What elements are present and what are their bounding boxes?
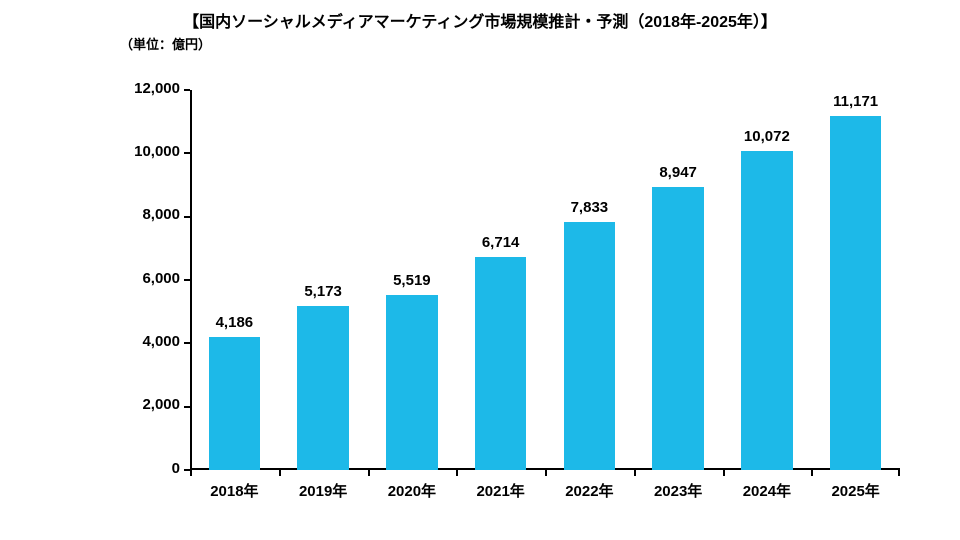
bar <box>297 306 348 470</box>
x-tick-mark <box>811 470 813 476</box>
x-tick-mark <box>723 470 725 476</box>
bar <box>564 222 615 470</box>
bar-value-label: 11,171 <box>811 93 900 110</box>
bar-value-label: 10,072 <box>723 128 812 145</box>
chart-subtitle: （単位：億円） <box>120 34 211 53</box>
x-tick-label: 2019年 <box>279 480 368 501</box>
plot-area: 02,0004,0006,0008,00010,00012,0002018年4,… <box>190 90 900 470</box>
x-tick-label: 2018年 <box>190 480 279 501</box>
bar-value-label: 5,519 <box>368 272 457 289</box>
bar-chart: 【国内ソーシャルメディアマーケティング市場規模推計・予測（2018年-2025年… <box>0 0 960 540</box>
bar <box>386 295 437 470</box>
chart-title: 【国内ソーシャルメディアマーケティング市場規模推計・予測（2018年-2025年… <box>0 8 960 32</box>
x-tick-label: 2020年 <box>368 480 457 501</box>
bar <box>741 151 792 470</box>
x-tick-mark <box>545 470 547 476</box>
x-tick-label: 2025年 <box>811 480 900 501</box>
bar <box>209 337 260 470</box>
bar-value-label: 8,947 <box>634 164 723 181</box>
y-tick-mark <box>184 152 190 154</box>
bar-value-label: 5,173 <box>279 283 368 300</box>
y-axis-line <box>190 90 192 470</box>
bar <box>475 257 526 470</box>
x-tick-label: 2023年 <box>634 480 723 501</box>
x-tick-mark <box>634 470 636 476</box>
bar-value-label: 6,714 <box>456 234 545 251</box>
bar-value-label: 7,833 <box>545 199 634 216</box>
y-tick-label: 12,000 <box>110 80 180 97</box>
x-tick-mark <box>898 470 900 476</box>
y-tick-mark <box>184 342 190 344</box>
y-tick-mark <box>184 216 190 218</box>
y-tick-mark <box>184 406 190 408</box>
y-tick-label: 0 <box>110 460 180 477</box>
x-tick-mark <box>368 470 370 476</box>
x-tick-label: 2024年 <box>723 480 812 501</box>
x-tick-mark <box>190 470 192 476</box>
y-tick-label: 2,000 <box>110 396 180 413</box>
x-tick-mark <box>456 470 458 476</box>
y-tick-mark <box>184 89 190 91</box>
x-tick-label: 2021年 <box>456 480 545 501</box>
bar <box>652 187 703 470</box>
y-tick-label: 4,000 <box>110 333 180 350</box>
y-tick-label: 6,000 <box>110 270 180 287</box>
y-tick-label: 8,000 <box>110 206 180 223</box>
bar-value-label: 4,186 <box>190 314 279 331</box>
y-tick-label: 10,000 <box>110 143 180 160</box>
x-tick-label: 2022年 <box>545 480 634 501</box>
bar <box>830 116 881 470</box>
x-tick-mark <box>279 470 281 476</box>
y-tick-mark <box>184 279 190 281</box>
